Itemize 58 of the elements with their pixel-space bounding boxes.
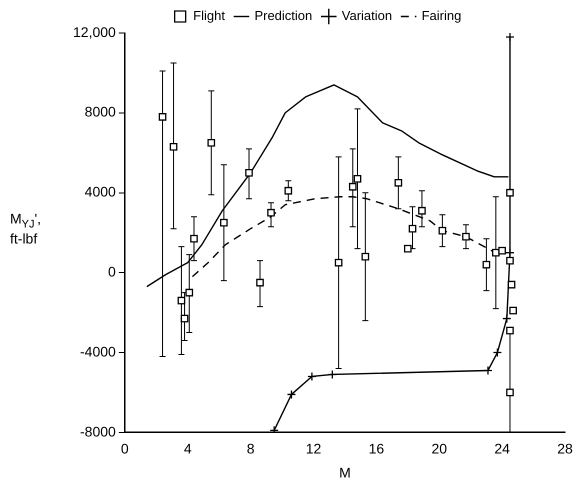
point — [334, 258, 342, 266]
point — [498, 246, 506, 255]
point — [482, 260, 490, 268]
x-tick-label: 24 — [494, 440, 510, 457]
point — [394, 178, 402, 187]
x-tick-label: 4 — [184, 440, 192, 457]
point — [506, 256, 514, 264]
legend-label: Prediction — [254, 8, 312, 24]
point — [506, 388, 514, 396]
point — [245, 168, 253, 177]
point — [178, 296, 186, 304]
point — [505, 248, 515, 258]
point — [207, 139, 216, 147]
x-tick-label: 20 — [431, 440, 448, 457]
point — [502, 314, 512, 324]
point — [418, 206, 426, 215]
point — [438, 226, 446, 235]
point — [190, 234, 198, 243]
point — [404, 244, 412, 253]
point — [307, 372, 317, 382]
point — [506, 188, 514, 197]
point — [483, 366, 493, 376]
point — [328, 370, 337, 380]
point — [408, 224, 416, 233]
point — [286, 390, 296, 400]
point — [185, 288, 194, 296]
point — [348, 182, 357, 191]
point — [267, 208, 275, 217]
y-tick-label: -8000 — [80, 423, 116, 440]
x-tick-label: 16 — [368, 440, 384, 457]
point — [220, 218, 228, 227]
point — [270, 426, 279, 432]
point — [506, 326, 514, 334]
x-tick-label: 28 — [557, 440, 573, 457]
legend-label: Flight — [193, 8, 226, 24]
legend-label: Fairing — [422, 8, 462, 24]
point — [505, 33, 515, 42]
y-tick-label: -4000 — [80, 343, 116, 360]
x-tick-label: 8 — [246, 440, 255, 457]
point — [508, 280, 516, 288]
point — [180, 314, 188, 322]
point — [354, 174, 362, 183]
point — [509, 306, 517, 314]
point — [256, 278, 264, 286]
point — [462, 232, 470, 241]
point — [492, 348, 502, 358]
y-tick-label: 12,000 — [72, 24, 116, 40]
x-tick-label: 12 — [306, 440, 322, 457]
point — [158, 113, 166, 121]
point — [170, 142, 178, 151]
legend-label: Variation — [342, 8, 392, 24]
point — [362, 252, 370, 260]
x-tick-label: 0 — [120, 440, 129, 457]
point — [284, 186, 292, 195]
x-axis-title: M — [339, 464, 351, 480]
y-tick-label: 4000 — [84, 184, 116, 200]
y-tick-label: 0 — [108, 264, 116, 280]
y-tick-label: 8000 — [84, 104, 116, 120]
